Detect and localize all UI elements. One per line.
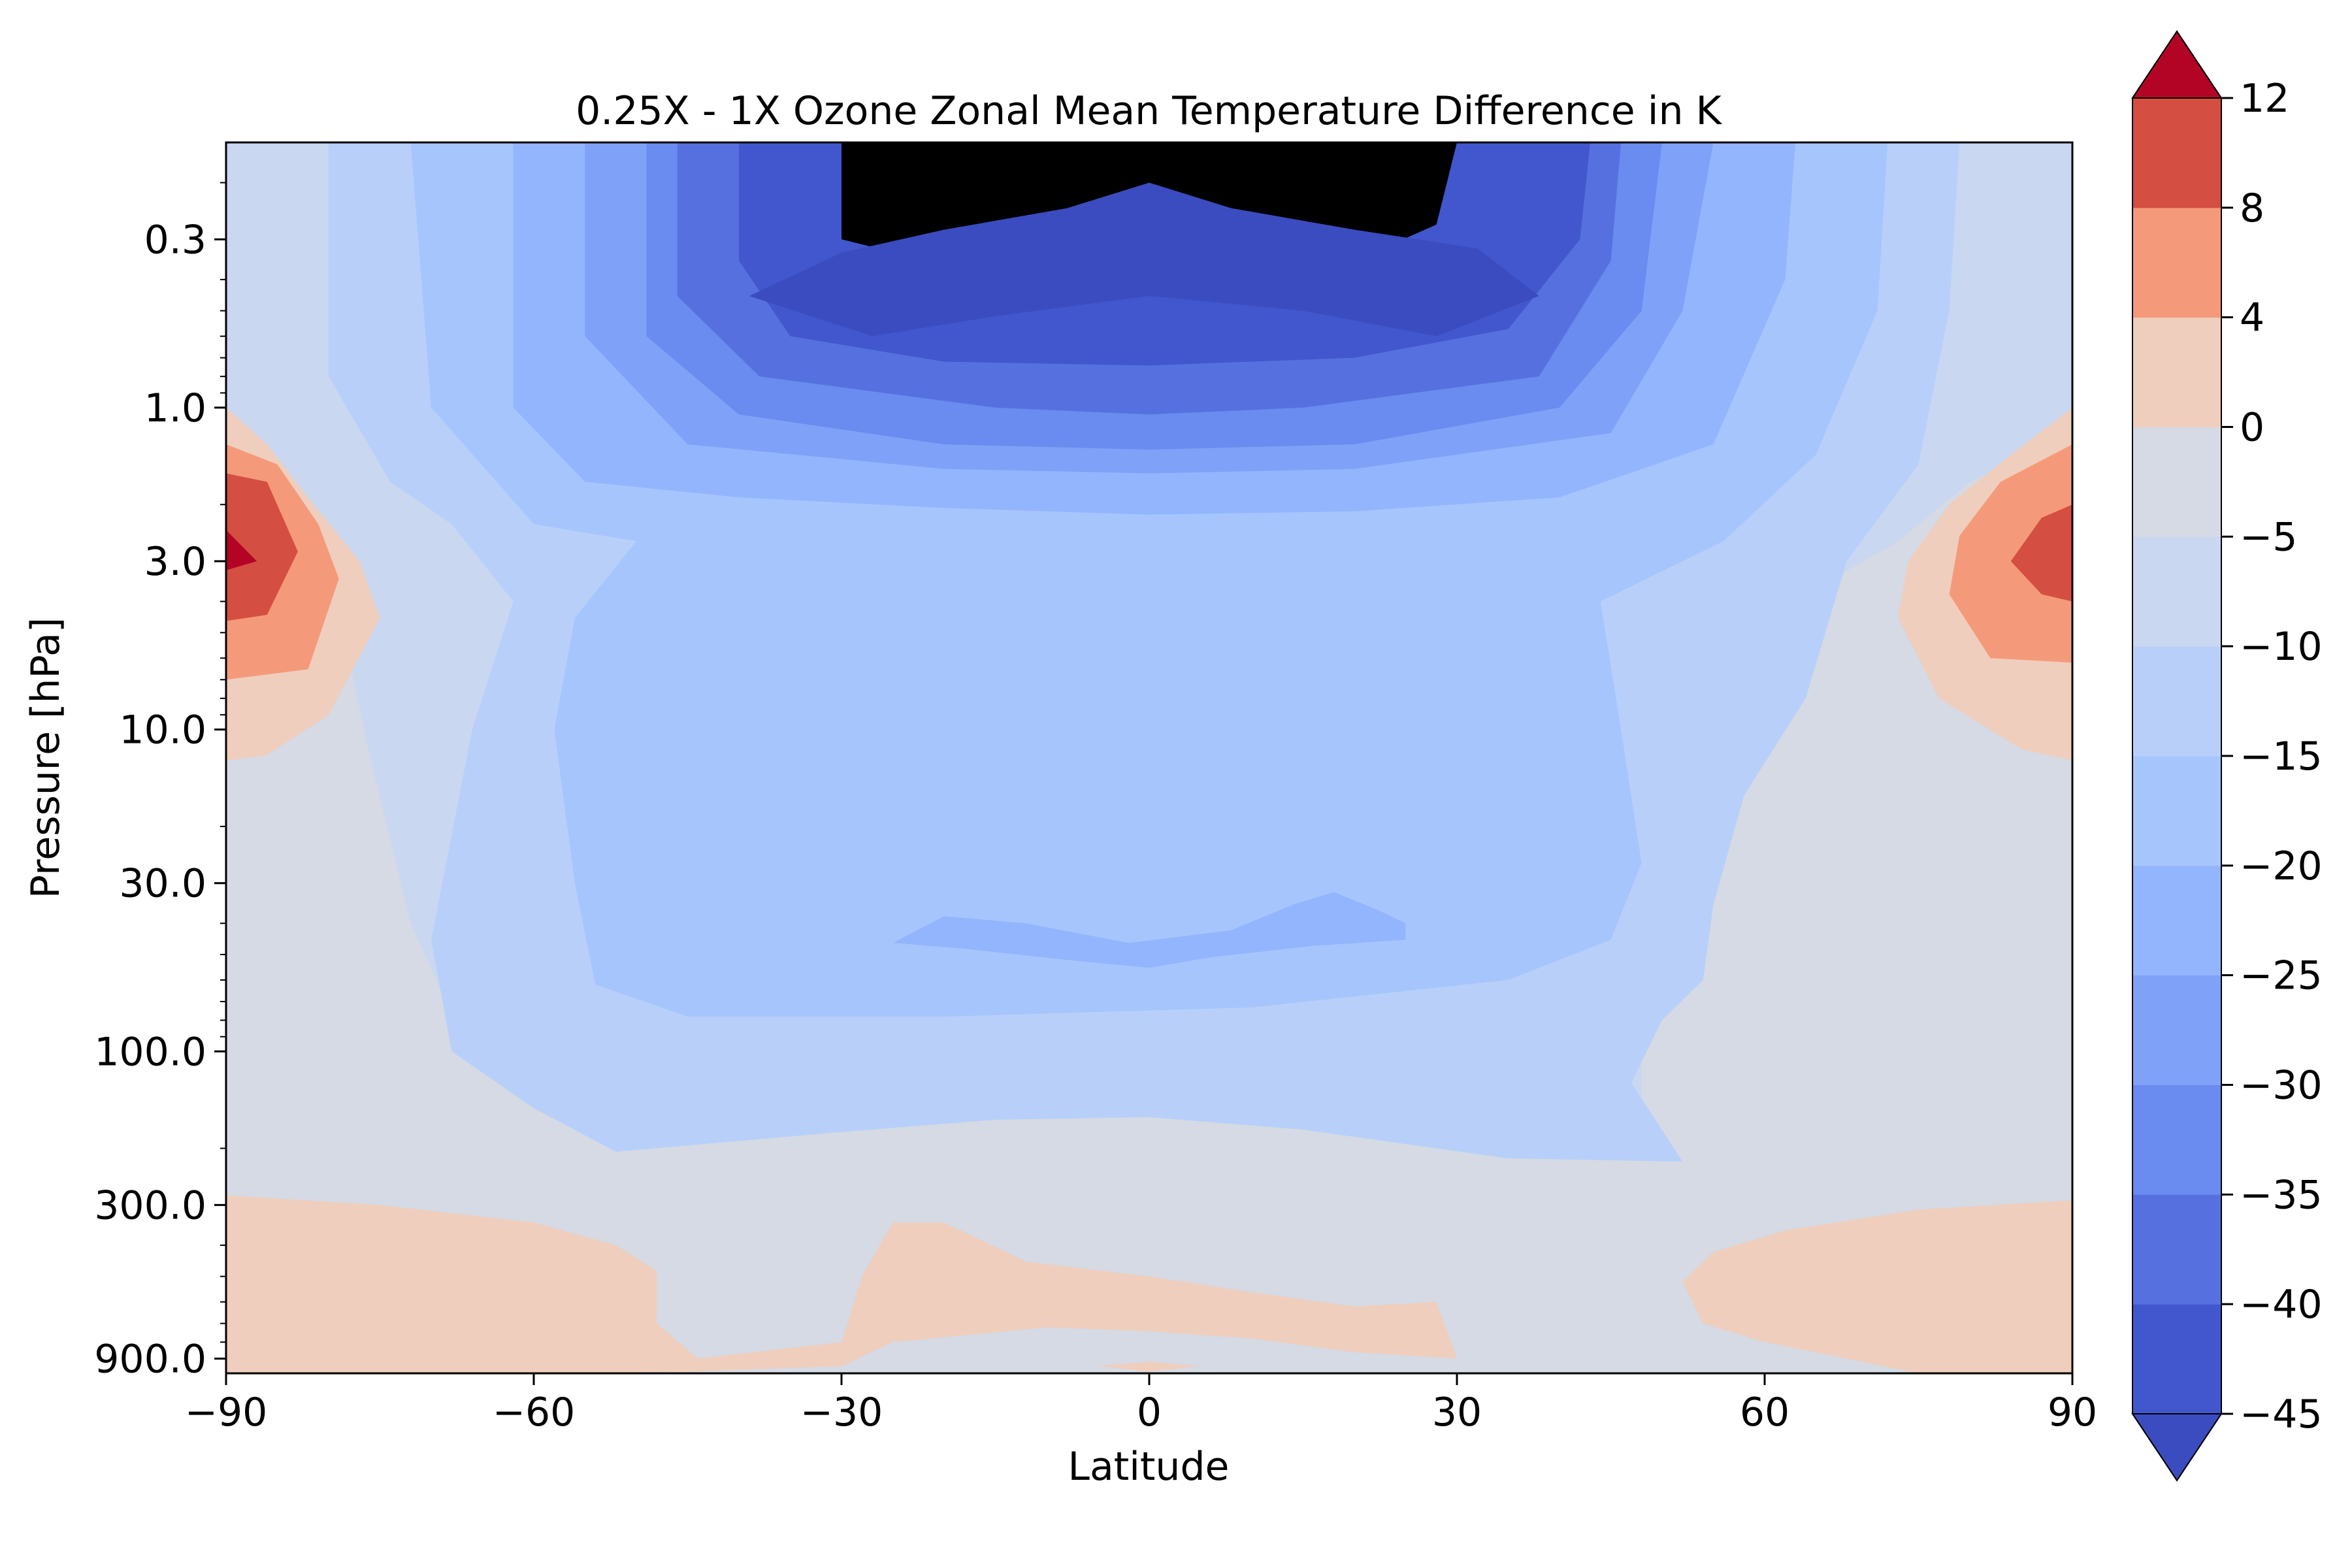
colorbar-tick-label: −15	[2240, 734, 2323, 779]
colorbar-band	[2132, 865, 2221, 976]
y-tick-label: 3.0	[144, 539, 206, 585]
x-tick-label: −30	[800, 1390, 883, 1435]
colorbar-band	[2132, 1304, 2221, 1414]
y-tick-label: 0.3	[144, 217, 206, 263]
colorbar-tick-label: 8	[2240, 186, 2264, 231]
y-axis: 0.3 1.0 3.0 10.0 30.0 100.0 300.0 900.0	[94, 182, 226, 1382]
contour-core	[749, 182, 1539, 336]
colorbar-band	[2132, 646, 2221, 757]
colorbar-extend-max	[2131, 30, 2223, 99]
chart-title: 0.25X - 1X Ozone Zonal Mean Temperature …	[576, 88, 1722, 134]
x-axis-label: Latitude	[1068, 1444, 1230, 1490]
y-tick-label: 10.0	[119, 708, 206, 753]
colorbar-tick-label: −25	[2240, 953, 2323, 999]
colorbar-band	[2132, 756, 2221, 866]
colorbar-tick-label: −10	[2240, 624, 2323, 670]
x-tick-label: −60	[493, 1390, 576, 1435]
contour-band	[892, 892, 1406, 968]
contour-warm	[226, 473, 298, 621]
colorbar-tick-label: 0	[2240, 405, 2264, 451]
y-tick-label: 900.0	[94, 1336, 206, 1382]
colorbar-tick-label: −5	[2240, 514, 2297, 560]
contour-warm-trop	[1098, 1362, 1201, 1372]
x-tick-label: 90	[2048, 1390, 2097, 1435]
contour-warm	[1949, 444, 2072, 663]
x-tick-label: 30	[1432, 1390, 1482, 1435]
x-tick-label: 60	[1740, 1390, 1789, 1435]
colorbar-tick-label: −45	[2240, 1392, 2323, 1437]
x-tick-label: 0	[1137, 1390, 1162, 1435]
contour-warm	[2010, 504, 2072, 602]
y-tick-label: 1.0	[144, 385, 206, 431]
colorbar-tick-label: 4	[2240, 295, 2264, 341]
colorbar-band	[2132, 207, 2221, 318]
x-tick-label: −90	[185, 1390, 268, 1435]
colorbar-band	[2132, 975, 2221, 1085]
plot-area	[226, 142, 2072, 1373]
colorbar-band	[2132, 536, 2221, 647]
colorbar-band	[2132, 1085, 2221, 1195]
y-tick-label: 300.0	[94, 1183, 206, 1228]
y-axis-label: Pressure [hPa]	[23, 617, 69, 898]
colorbar-tick-label: −30	[2240, 1063, 2323, 1109]
colorbar-extend-min	[2131, 1413, 2223, 1482]
colorbar-band	[2132, 427, 2221, 537]
colorbar-tick-label: 12	[2240, 76, 2289, 122]
y-tick-label: 30.0	[119, 861, 206, 907]
colorbar-band	[2132, 98, 2221, 208]
contour-warm-trop	[1682, 1200, 2072, 1373]
contour-warm	[226, 530, 257, 570]
colorbar-band	[2132, 317, 2221, 427]
colorbar-tick-label: −35	[2240, 1172, 2323, 1218]
colorbar-tick-label: −40	[2240, 1282, 2323, 1328]
colorbar-tick-label: −20	[2240, 843, 2323, 889]
contour-warm-trop	[226, 1195, 1457, 1373]
y-tick-label: 100.0	[94, 1029, 206, 1075]
x-axis: −90 −60 −30 0 30 60 90	[185, 1373, 2097, 1435]
colorbar: −45 −40 −35 −30 −25 −20 −15 −10 −5 0 4 8 12	[2131, 30, 2323, 1482]
colorbar-band	[2132, 1194, 2221, 1305]
